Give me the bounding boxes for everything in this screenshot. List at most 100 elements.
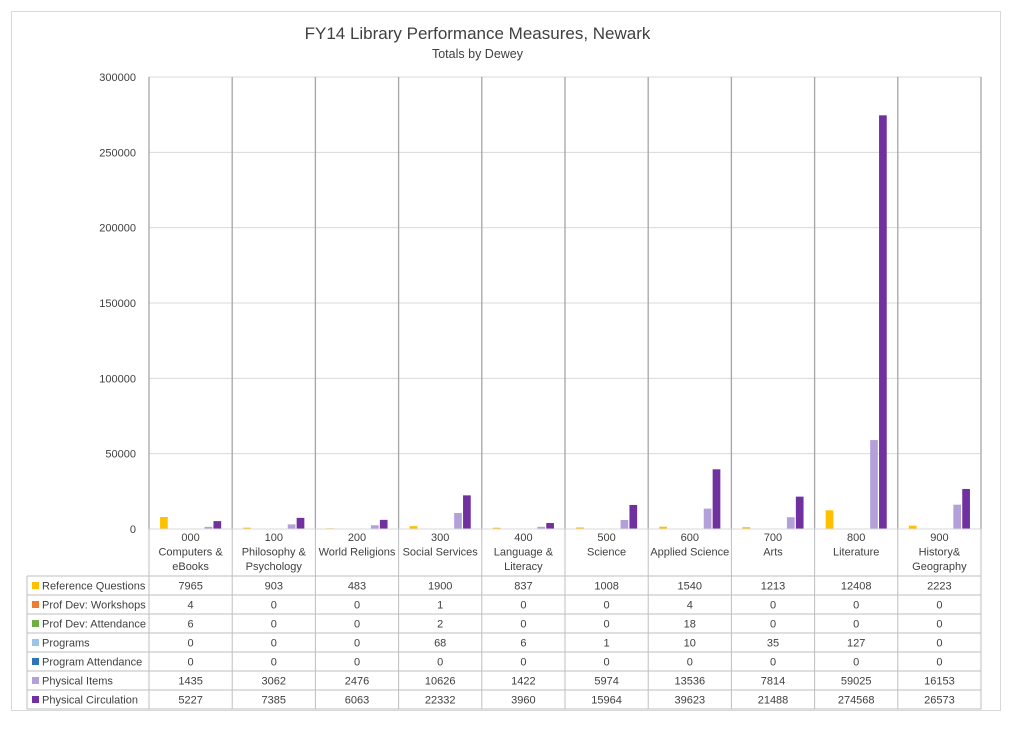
x-tick-label: eBooks — [172, 561, 209, 573]
legend-key — [32, 658, 39, 665]
bar — [546, 523, 554, 529]
legend-label: Prof Dev: Attendance — [42, 619, 146, 631]
data-label: 39623 — [675, 695, 706, 707]
data-label: 18 — [684, 619, 696, 631]
x-tick-label: 700 — [764, 532, 782, 544]
legend-label: Physical Items — [42, 676, 113, 688]
bar — [243, 527, 251, 529]
bar — [962, 488, 970, 529]
data-label: 1 — [604, 638, 610, 650]
data-label: 13536 — [675, 676, 706, 688]
data-label: 21488 — [758, 695, 789, 707]
data-label: 0 — [354, 619, 360, 631]
x-tick-label: 100 — [265, 532, 283, 544]
data-label: 0 — [271, 657, 277, 669]
bar — [786, 517, 795, 529]
bar — [160, 516, 168, 529]
chart-title: FY14 Library Performance Measures, Newar… — [304, 24, 651, 43]
legend-key — [32, 582, 39, 589]
data-label: 0 — [936, 600, 942, 612]
data-label: 0 — [188, 638, 194, 650]
data-label: 0 — [936, 638, 942, 650]
x-tick-label: 800 — [847, 532, 865, 544]
data-label: 0 — [437, 657, 443, 669]
legend-label: Reference Questions — [42, 581, 146, 593]
bar — [870, 440, 878, 529]
data-label: 2476 — [345, 676, 369, 688]
data-label: 7385 — [262, 695, 286, 707]
data-label: 0 — [853, 600, 859, 612]
data-label: 0 — [770, 657, 776, 669]
data-label: 0 — [604, 600, 610, 612]
data-label: 0 — [271, 619, 277, 631]
data-label: 1540 — [678, 581, 702, 593]
data-label: 0 — [271, 638, 277, 650]
data-label: 1422 — [511, 676, 535, 688]
data-label: 0 — [853, 619, 859, 631]
x-tick-label: Literacy — [504, 561, 543, 573]
bar — [825, 510, 834, 529]
data-label: 0 — [188, 657, 194, 669]
data-label: 7965 — [178, 581, 202, 593]
data-label: 0 — [271, 600, 277, 612]
data-label: 5227 — [178, 695, 202, 707]
bar — [204, 526, 213, 529]
data-label: 0 — [936, 657, 942, 669]
x-tick-label: World Religions — [319, 547, 396, 559]
bar — [287, 524, 296, 529]
data-label: 4 — [687, 600, 693, 612]
legend-label: Physical Circulation — [42, 695, 138, 707]
data-label: 1213 — [761, 581, 785, 593]
data-label: 5974 — [594, 676, 618, 688]
x-tick-label: Computers & — [158, 547, 223, 559]
x-tick-label: Social Services — [403, 547, 479, 559]
y-tick-label: 300000 — [99, 72, 136, 84]
bar — [463, 495, 471, 529]
data-label: 10626 — [425, 676, 456, 688]
data-label: 0 — [687, 657, 693, 669]
data-label: 4 — [188, 600, 194, 612]
bar — [213, 521, 222, 529]
data-label: 274568 — [838, 695, 875, 707]
data-label: 483 — [348, 581, 366, 593]
data-label: 7814 — [761, 676, 785, 688]
data-label: 68 — [434, 638, 446, 650]
data-label: 1435 — [178, 676, 202, 688]
bar — [703, 508, 712, 529]
bar — [879, 115, 887, 530]
bar — [712, 469, 721, 529]
data-label: 6063 — [345, 695, 369, 707]
bar — [537, 526, 546, 529]
chart-frame — [11, 11, 1001, 711]
bar — [629, 504, 638, 529]
bar — [795, 496, 804, 529]
data-label: 0 — [354, 638, 360, 650]
bar — [454, 512, 462, 529]
bar — [908, 525, 917, 529]
data-label: 22332 — [425, 695, 456, 707]
legend-key — [32, 639, 39, 646]
x-tick-label: Language & — [494, 547, 554, 559]
data-label: 1008 — [594, 581, 618, 593]
data-label: 837 — [514, 581, 532, 593]
data-label: 2 — [437, 619, 443, 631]
data-label: 59025 — [841, 676, 872, 688]
legend-key — [32, 677, 39, 684]
data-label: 10 — [684, 638, 696, 650]
x-tick-label: Psychology — [246, 561, 303, 573]
data-label: 0 — [520, 600, 526, 612]
y-tick-label: 0 — [130, 524, 136, 536]
legend-key — [32, 620, 39, 627]
data-label: 15964 — [591, 695, 622, 707]
x-tick-label: 500 — [597, 532, 615, 544]
bar — [953, 504, 962, 529]
x-tick-label: 400 — [514, 532, 532, 544]
data-label: 0 — [604, 657, 610, 669]
x-tick-label: 200 — [348, 532, 366, 544]
data-label: 0 — [604, 619, 610, 631]
bar — [576, 527, 584, 529]
chart-subtitle: Totals by Dewey — [431, 47, 523, 61]
x-tick-label: 000 — [181, 532, 199, 544]
data-label: 127 — [847, 638, 865, 650]
bar — [742, 527, 751, 529]
